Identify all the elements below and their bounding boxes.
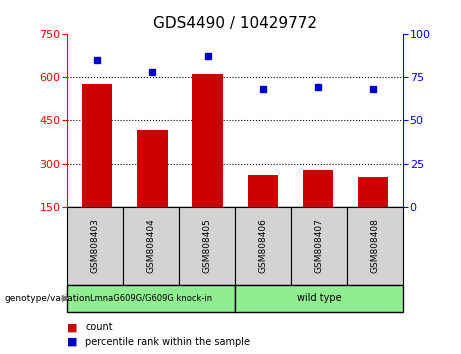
Text: GSM808408: GSM808408 xyxy=(371,218,380,274)
Text: wild type: wild type xyxy=(297,293,342,303)
Text: ▶: ▶ xyxy=(62,293,70,303)
Text: GSM808406: GSM808406 xyxy=(259,218,268,274)
Text: GSM808404: GSM808404 xyxy=(147,219,155,273)
Bar xyxy=(303,170,333,207)
Bar xyxy=(82,84,112,207)
Text: GSM808403: GSM808403 xyxy=(90,218,100,274)
Text: genotype/variation: genotype/variation xyxy=(5,294,91,303)
Text: count: count xyxy=(85,322,113,332)
Bar xyxy=(358,177,388,207)
Text: GSM808407: GSM808407 xyxy=(315,218,324,274)
Text: GSM808405: GSM808405 xyxy=(202,218,212,274)
Text: ■: ■ xyxy=(67,322,77,332)
Title: GDS4490 / 10429772: GDS4490 / 10429772 xyxy=(153,16,317,31)
Text: LmnaG609G/G609G knock-in: LmnaG609G/G609G knock-in xyxy=(90,294,212,303)
Text: ■: ■ xyxy=(67,337,77,347)
Bar xyxy=(248,175,278,207)
Text: percentile rank within the sample: percentile rank within the sample xyxy=(85,337,250,347)
Bar xyxy=(137,131,167,207)
Bar xyxy=(192,74,223,207)
